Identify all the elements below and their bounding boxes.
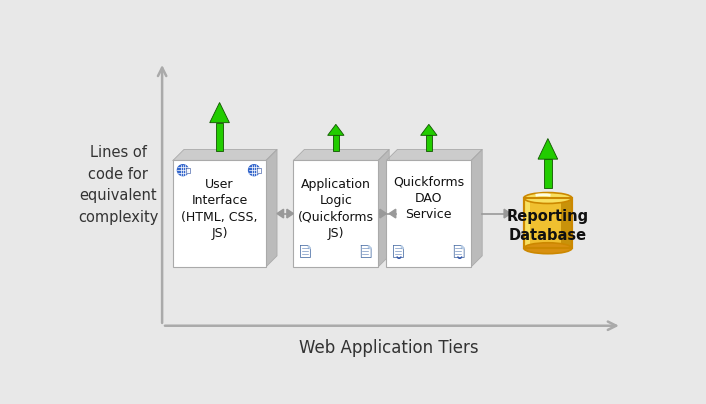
Bar — [524, 198, 572, 248]
Text: Application
Logic
(Quickforms
JS): Application Logic (Quickforms JS) — [298, 178, 374, 240]
Text: Lines of
code for
equivalent
complexity: Lines of code for equivalent complexity — [78, 145, 159, 225]
Polygon shape — [544, 159, 551, 187]
Text: Web Application Tiers: Web Application Tiers — [299, 339, 479, 357]
Bar — [524, 198, 572, 248]
Polygon shape — [216, 123, 223, 151]
Polygon shape — [421, 124, 437, 135]
Polygon shape — [369, 246, 371, 248]
Polygon shape — [504, 209, 510, 218]
Ellipse shape — [524, 243, 572, 254]
Polygon shape — [386, 149, 482, 160]
Polygon shape — [462, 246, 464, 248]
Polygon shape — [538, 139, 558, 159]
Polygon shape — [426, 135, 431, 151]
Circle shape — [249, 165, 260, 176]
Bar — [294, 160, 378, 267]
Bar — [524, 198, 572, 248]
Bar — [524, 198, 572, 248]
Polygon shape — [301, 246, 311, 257]
Bar — [524, 198, 572, 248]
Polygon shape — [277, 209, 284, 218]
Polygon shape — [380, 209, 386, 218]
Polygon shape — [287, 209, 294, 218]
Bar — [524, 198, 572, 248]
Polygon shape — [393, 246, 403, 257]
Ellipse shape — [524, 193, 572, 204]
Polygon shape — [361, 246, 371, 257]
Polygon shape — [472, 149, 482, 267]
Bar — [561, 198, 572, 248]
Bar — [173, 160, 266, 267]
Bar — [386, 160, 472, 267]
Bar — [524, 198, 572, 248]
Text: Reporting
Database: Reporting Database — [507, 209, 589, 243]
Polygon shape — [378, 149, 389, 267]
Polygon shape — [294, 149, 389, 160]
Text: Quickforms
DAO
Service: Quickforms DAO Service — [393, 175, 465, 221]
Bar — [524, 198, 572, 248]
Polygon shape — [308, 246, 311, 248]
Bar — [524, 198, 572, 248]
Bar — [524, 198, 572, 248]
Bar — [524, 198, 572, 248]
Bar — [524, 198, 572, 248]
Bar — [524, 198, 572, 248]
Text: User
Interface
(HTML, CSS,
JS): User Interface (HTML, CSS, JS) — [181, 178, 258, 240]
Polygon shape — [454, 246, 464, 257]
Bar — [524, 198, 572, 248]
Bar — [524, 198, 572, 248]
Polygon shape — [389, 209, 396, 218]
Bar — [524, 198, 572, 248]
Bar — [524, 198, 572, 248]
Bar — [524, 198, 572, 248]
Polygon shape — [210, 103, 229, 123]
Polygon shape — [400, 246, 403, 248]
Polygon shape — [186, 168, 190, 173]
Bar — [524, 198, 572, 248]
Polygon shape — [257, 168, 261, 173]
Bar — [524, 198, 572, 248]
Bar — [524, 198, 572, 248]
Circle shape — [177, 165, 189, 176]
Polygon shape — [173, 149, 277, 160]
Polygon shape — [328, 124, 344, 135]
Bar — [524, 198, 530, 248]
Bar — [524, 198, 572, 248]
Polygon shape — [266, 149, 277, 267]
Polygon shape — [333, 135, 339, 151]
